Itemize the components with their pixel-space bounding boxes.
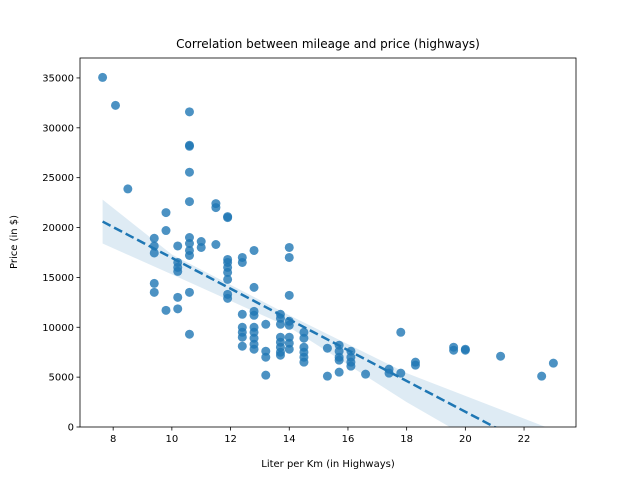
scatter-point: [275, 319, 285, 329]
scatter-point: [211, 239, 221, 249]
scatter-point: [284, 252, 294, 262]
scatter-point: [396, 327, 406, 337]
plot-area: [98, 72, 558, 427]
scatter-point: [237, 341, 247, 351]
scatter-point: [249, 282, 259, 292]
axes-frame: [79, 57, 577, 428]
scatter-point: [98, 72, 108, 82]
scatter-point: [223, 213, 233, 223]
scatter-point: [249, 310, 259, 320]
scatter-point: [460, 345, 470, 355]
scatter-point: [173, 266, 183, 276]
x-tick-label: 14: [283, 434, 296, 445]
scatter-point: [173, 241, 183, 251]
scatter-point: [184, 329, 194, 339]
scatter-point: [548, 358, 558, 368]
y-axis-label: Price (in $): [9, 215, 20, 269]
scatter-point: [161, 305, 171, 315]
scatter-point: [249, 344, 259, 354]
x-tick-label: 22: [518, 434, 531, 445]
scatter-point: [449, 345, 459, 355]
scatter-point: [211, 203, 221, 213]
scatter-point: [123, 184, 133, 194]
scatter-point: [149, 233, 159, 243]
scatter-point: [161, 208, 171, 218]
scatter-point: [149, 287, 159, 297]
scatter-point: [237, 257, 247, 267]
chart-title: Correlation between mileage and price (h…: [176, 37, 480, 51]
scatter-point: [184, 167, 194, 177]
scatter-point: [361, 369, 371, 379]
scatter-point: [173, 292, 183, 302]
scatter-point: [184, 238, 194, 248]
scatter-point: [284, 320, 294, 330]
scatter-point: [149, 248, 159, 258]
scatter-point: [223, 293, 233, 303]
x-tick-label: 8: [110, 434, 116, 445]
scatter-point: [284, 290, 294, 300]
scatter-point: [322, 343, 332, 353]
scatter-point: [334, 355, 344, 365]
y-tick-label: 0: [68, 423, 74, 434]
scatter-point: [384, 368, 394, 378]
scatter-point: [184, 141, 194, 151]
scatter-point: [161, 226, 171, 236]
scatter-point: [249, 245, 259, 255]
scatter-point: [410, 360, 420, 370]
scatter-point: [261, 370, 271, 380]
scatter-point: [149, 278, 159, 288]
scatter-point: [275, 350, 285, 360]
scatter-point: [111, 100, 121, 110]
scatter-point: [284, 344, 294, 354]
scatter-point: [284, 242, 294, 252]
y-tick-label: 15000: [42, 273, 74, 284]
y-tick-label: 20000: [42, 223, 74, 234]
scatter-point: [184, 197, 194, 207]
scatter-point: [322, 371, 332, 381]
y-tick-label: 30000: [42, 123, 74, 134]
scatter-point: [237, 309, 247, 319]
scatter-point: [223, 267, 233, 277]
scatter-point: [184, 107, 194, 117]
scatter-point: [299, 357, 309, 367]
x-tick-label: 10: [165, 434, 178, 445]
scatter-point: [184, 287, 194, 297]
scatter-point: [537, 371, 547, 381]
y-tick-label: 35000: [42, 73, 74, 84]
scatter-point: [173, 304, 183, 314]
scatter-point: [299, 333, 309, 343]
scatter-point: [223, 274, 233, 284]
x-tick-label: 16: [342, 434, 355, 445]
scatter-point: [261, 352, 271, 362]
x-tick-label: 20: [459, 434, 472, 445]
scatter-point: [237, 332, 247, 342]
scatter-point: [346, 361, 356, 371]
y-tick-label: 10000: [42, 323, 74, 334]
scatter-point: [196, 242, 206, 252]
regression-line: [102, 220, 498, 427]
x-tick-label: 12: [224, 434, 237, 445]
x-tick-label: 18: [400, 434, 413, 445]
scatter-point: [334, 367, 344, 377]
scatter-point: [184, 250, 194, 260]
x-axis-label: Liter per Km (in Highways): [261, 459, 395, 470]
scatter-point: [496, 351, 506, 361]
y-tick-label: 5000: [49, 373, 74, 384]
y-tick-label: 25000: [42, 173, 74, 184]
scatter-point: [261, 319, 271, 329]
